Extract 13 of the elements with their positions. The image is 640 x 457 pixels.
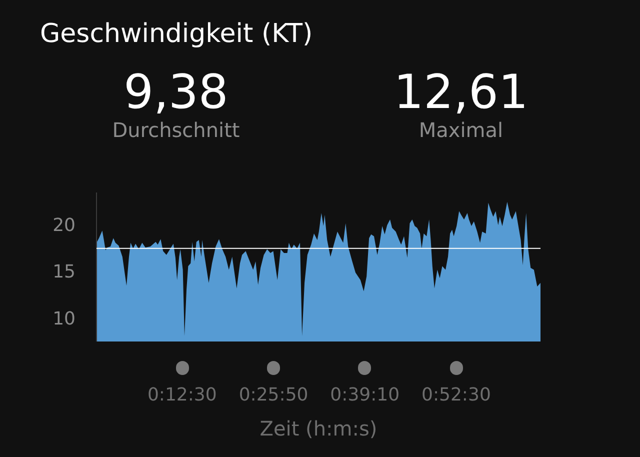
x-tick-label: 0:39:10: [330, 384, 400, 406]
text: Maximal: [418, 118, 504, 142]
x-tick-label: 0:52:30: [422, 384, 491, 406]
x-tick-label: 0:12:30: [147, 384, 217, 406]
y-tick-label: 15: [52, 262, 76, 283]
text: Durchschnitt: [111, 118, 241, 142]
text: 9,38: [122, 65, 230, 121]
text: 12,61: [392, 65, 530, 121]
y-tick-label: 10: [52, 308, 76, 330]
chart-title: Geschwindigkeit (KT): [40, 18, 313, 50]
y-tick-label: 20: [52, 215, 76, 236]
x-tick-label: 0:25:50: [238, 384, 308, 406]
x-axis-title: Zeit (h:m:s): [260, 416, 378, 440]
